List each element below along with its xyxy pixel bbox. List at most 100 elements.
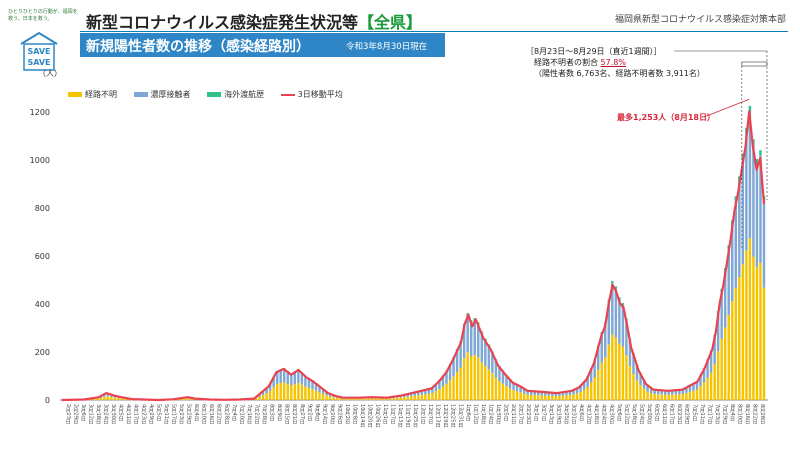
bar-unknown [110, 396, 113, 400]
bar-close-contact [663, 390, 667, 395]
bar-close-contact [688, 385, 692, 392]
bar-unknown [469, 356, 473, 400]
bar-unknown [639, 385, 642, 400]
bar-close-contact [487, 345, 491, 370]
x-tick-label: 4月18日 [593, 404, 599, 426]
bar-unknown [406, 396, 409, 400]
bar-close-contact [431, 387, 434, 393]
x-tick-label: 1月18日 [480, 404, 486, 426]
bar-unknown [473, 354, 476, 400]
annotation-share: 経路不明者の割合 57.8% [526, 57, 705, 68]
bar-close-contact [678, 389, 681, 395]
bar-close-contact [586, 376, 589, 387]
x-tick-label: 6月23日 [676, 404, 682, 426]
legend-swatch-overseas [207, 92, 222, 97]
bar-unknown [759, 262, 762, 400]
bar-unknown [544, 395, 547, 400]
bar-close-contact [593, 359, 596, 378]
bar-close-contact [625, 320, 628, 356]
bar-unknown [332, 397, 335, 400]
x-tick-label: 9月14日 [321, 404, 327, 426]
bar-close-contact [554, 392, 558, 396]
x-tick-label: 3月24日 [103, 404, 109, 426]
bar-unknown [632, 374, 635, 400]
bar-unknown [438, 389, 441, 400]
bar-unknown [522, 393, 526, 400]
bar-close-contact [522, 388, 526, 394]
bar-unknown [339, 398, 342, 400]
bar-unknown [106, 396, 110, 400]
x-tick-label: 4月23日 [140, 404, 146, 426]
bar-close-contact [469, 321, 473, 357]
bar-unknown [519, 392, 522, 400]
bar-unknown [402, 397, 406, 400]
bar-close-contact [702, 368, 706, 383]
x-tick-label: 2月11日 [510, 404, 516, 426]
x-tick-label: 2月17日 [518, 404, 524, 426]
bar-unknown [96, 398, 99, 400]
x-tick-label: 6月4日 [193, 404, 199, 422]
bar-unknown [314, 390, 318, 400]
bar-unknown [727, 314, 730, 400]
bar-unknown [335, 397, 339, 400]
bar-close-contact [512, 382, 515, 391]
bar-unknown [279, 382, 282, 400]
bar-close-contact [755, 163, 759, 268]
bar-unknown [752, 256, 755, 400]
bar-unknown [441, 386, 445, 400]
bar-close-contact [441, 375, 445, 387]
x-tick-label: 6月29日 [684, 404, 690, 426]
bar-close-contact [646, 384, 649, 392]
x-tick-label: 4月12日 [586, 404, 592, 426]
bar-unknown [431, 392, 434, 400]
bar-close-contact [261, 390, 265, 395]
x-tick-label: 6月28日 [223, 404, 229, 426]
bar-close-contact [314, 383, 318, 391]
bar-unknown [342, 398, 346, 400]
bar-unknown [353, 398, 357, 400]
x-tick-label: 11月7日 [389, 404, 395, 426]
slogan-text: ひとりひとりの行動が、福岡を救う。日本を救う。 [8, 9, 78, 22]
bar-unknown [533, 395, 536, 400]
bar-unknown [99, 397, 103, 400]
x-tick-label: 3月1日 [533, 404, 539, 422]
x-tick-label: 5月18日 [631, 404, 637, 426]
x-tick-label: 3月25日 [563, 404, 569, 426]
bar-unknown [646, 391, 649, 400]
bar-unknown [265, 393, 268, 400]
bar-close-contact [410, 393, 413, 397]
peak-leader-line [703, 98, 750, 118]
bar-unknown [558, 395, 561, 400]
x-tick-label: 4月5日 [118, 404, 124, 422]
bar-unknown [417, 395, 420, 400]
bar-close-contact [445, 371, 448, 384]
bar-unknown [671, 394, 674, 400]
bar-unknown [434, 391, 438, 400]
bar-close-contact [106, 393, 110, 397]
x-tick-label: 7月23日 [714, 404, 720, 426]
bar-close-contact [748, 111, 752, 239]
bar-unknown [300, 384, 304, 400]
x-tick-label: 7月11日 [699, 404, 705, 426]
bar-close-contact [434, 383, 438, 392]
bar-unknown [547, 395, 551, 400]
bar-close-contact [671, 390, 674, 395]
bar-unknown [579, 391, 582, 400]
x-tick-label: 12月25日 [450, 404, 456, 429]
subtitle-band: 新規陽性者数の推移（感染経路別） 令和3年8月30日現在 [80, 33, 445, 57]
x-tick-label: 7月4日 [231, 404, 237, 422]
bar-close-contact [681, 389, 685, 395]
bar-unknown [589, 382, 593, 400]
bar-close-contact [611, 283, 614, 335]
x-tick-label: 12月31日 [457, 404, 463, 429]
x-tick-label: 5月11日 [163, 404, 169, 426]
bar-close-contact [297, 369, 300, 383]
bar-unknown [484, 366, 487, 400]
bar-unknown [685, 392, 688, 400]
bar-unknown [713, 364, 716, 400]
x-tick-label: 2月23日 [65, 404, 71, 426]
bar-unknown [745, 250, 748, 400]
x-tick-label: 5月23日 [178, 404, 184, 426]
bar-unknown [653, 394, 656, 400]
bar-unknown [642, 388, 646, 400]
